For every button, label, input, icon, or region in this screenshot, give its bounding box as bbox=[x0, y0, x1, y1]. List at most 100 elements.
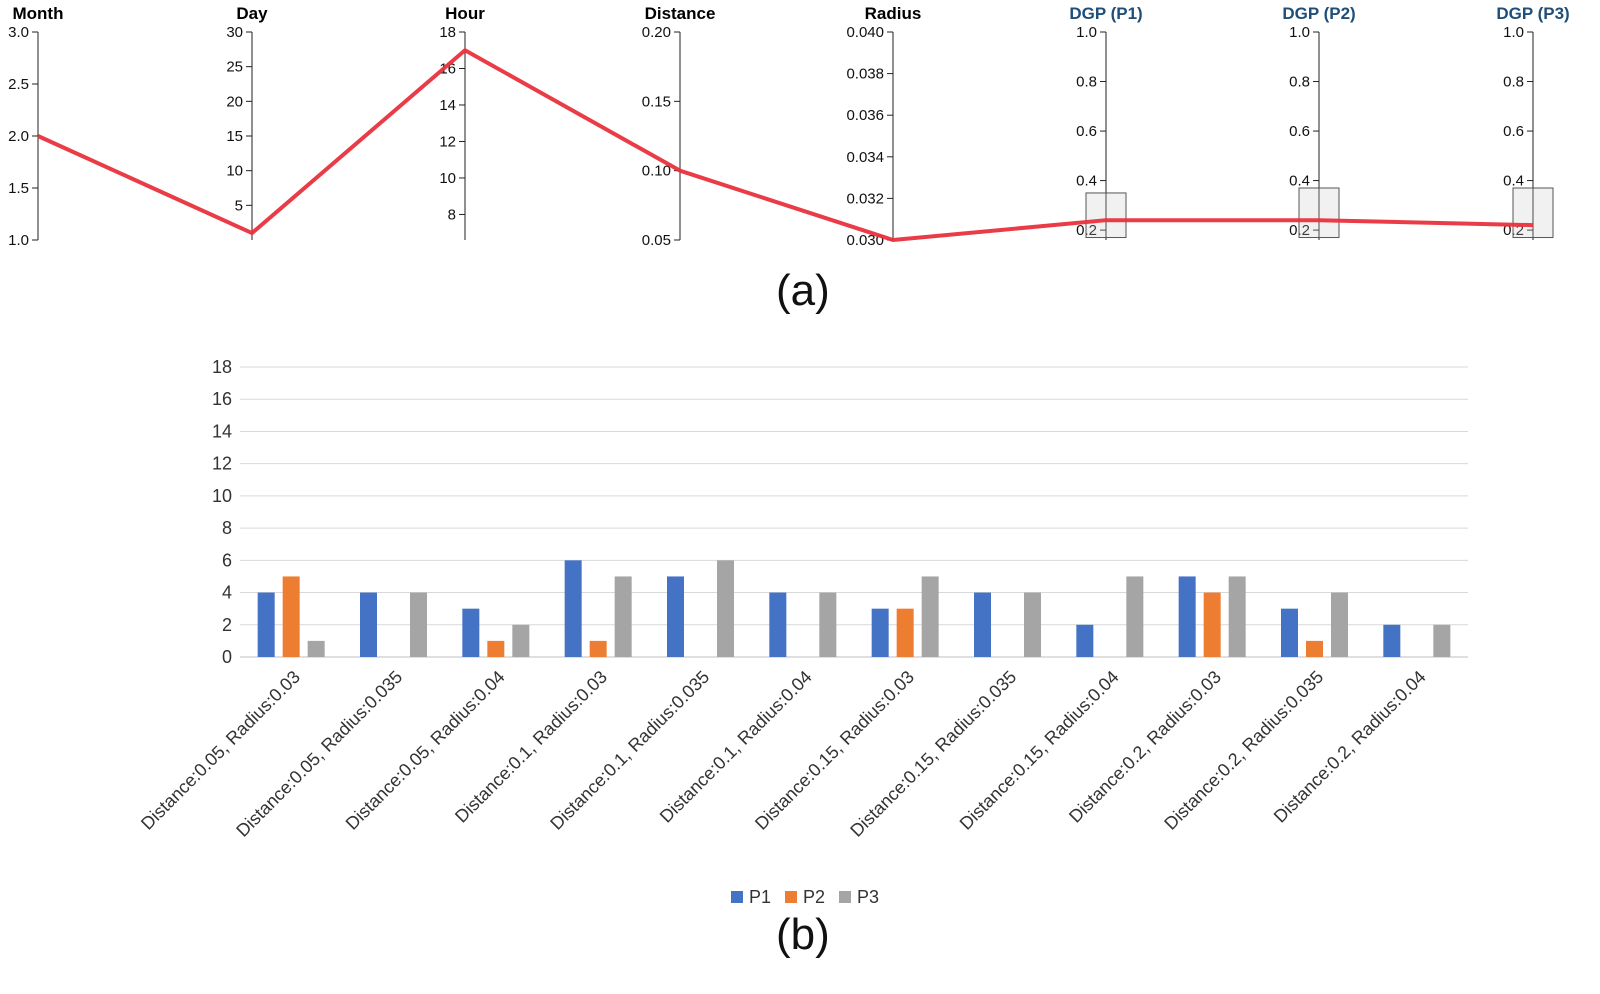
pc-tick-label: 1.0 bbox=[1503, 24, 1524, 41]
bar-y-tick-label: 6 bbox=[222, 550, 232, 570]
legend-label-p3: P3 bbox=[857, 887, 879, 907]
pc-axis-title: Day bbox=[236, 4, 268, 23]
pc-axis-day: Day 5 10 15 20 25 30 bbox=[226, 4, 268, 240]
pc-axis-month: Month 1.0 1.5 2.0 2.5 3.0 bbox=[8, 4, 63, 249]
pc-axis-title: Month bbox=[13, 4, 64, 23]
pc-axis-title: DGP (P2) bbox=[1282, 4, 1355, 23]
pc-tick-label: 5 bbox=[235, 197, 243, 214]
pc-axis-dgp-p3: DGP (P3)0.20.40.60.81.0 bbox=[1496, 4, 1570, 240]
bar-category-label: Distance:0.05, Radius:0.035 bbox=[232, 667, 406, 841]
bar-p2 bbox=[896, 608, 914, 657]
bar-y-tick-label: 10 bbox=[212, 486, 232, 506]
bar-p1 bbox=[1076, 624, 1094, 657]
bar-gridlines: 0 2 4 6 8 10 12 14 16 18 bbox=[212, 357, 1468, 667]
legend-swatch-p3 bbox=[839, 891, 851, 903]
bar-p2 bbox=[589, 640, 607, 657]
pc-tick-label: 1.5 bbox=[8, 180, 29, 197]
pc-tick-label: 0.8 bbox=[1503, 74, 1524, 91]
bar-p3 bbox=[819, 592, 837, 657]
bar-p1 bbox=[1281, 608, 1298, 657]
bar-p3 bbox=[921, 576, 939, 657]
bar-p3 bbox=[614, 576, 632, 657]
pc-brush bbox=[1512, 187, 1554, 239]
pc-tick-label: 25 bbox=[226, 59, 243, 76]
pc-axis-dgp-p1: DGP (P1) 0.2 0.4 0.6 0.8 1.0 bbox=[1069, 4, 1143, 240]
pc-tick-label: 0.6 bbox=[1289, 123, 1310, 140]
pc-axis-title: Hour bbox=[445, 4, 485, 23]
bar-p2 bbox=[282, 576, 300, 657]
bar-chart: 0 2 4 6 8 10 12 14 16 18 Distance:0.05, Radius:0.0… bbox=[137, 357, 1468, 907]
pc-axis-hour: Hour 8 10 12 14 16 18 bbox=[439, 4, 485, 240]
bar-p3 bbox=[1024, 592, 1041, 657]
pc-tick-label: 0.4 bbox=[1503, 173, 1524, 190]
pc-axis-title: DGP (P3) bbox=[1496, 4, 1569, 23]
pc-data-line bbox=[37, 48, 1534, 242]
pc-tick-label: 0.036 bbox=[846, 107, 884, 124]
legend-label-p1: P1 bbox=[749, 887, 771, 907]
pc-tick-label: 20 bbox=[226, 93, 243, 110]
bar-p3 bbox=[717, 560, 734, 657]
pc-tick-label: 30 bbox=[226, 24, 243, 41]
bar-p3 bbox=[512, 624, 530, 657]
pc-tick-label: 0.8 bbox=[1076, 74, 1097, 91]
pc-axis-distance: Distance 0.05 0.10 0.15 0.20 bbox=[642, 4, 716, 249]
bar-p3 bbox=[1126, 576, 1144, 657]
bar-y-tick-label: 2 bbox=[222, 615, 232, 635]
pc-tick-label: 1.0 bbox=[8, 232, 29, 249]
pc-tick-label: 0.040 bbox=[846, 24, 884, 41]
pc-axis-title: DGP (P1) bbox=[1069, 4, 1142, 23]
pc-tick-label: 8 bbox=[448, 206, 456, 223]
legend-swatch-p1 bbox=[731, 891, 743, 903]
caption-a: (a) bbox=[776, 266, 830, 315]
pc-tick-label: 10 bbox=[226, 163, 243, 180]
pc-tick-label: 0.032 bbox=[846, 190, 884, 207]
bar-p1 bbox=[462, 608, 480, 657]
bar-p3 bbox=[307, 640, 325, 657]
bar-y-tick-label: 16 bbox=[212, 389, 232, 409]
pc-tick-label: 0.2 bbox=[1289, 222, 1310, 239]
bar-p1 bbox=[871, 608, 889, 657]
pc-tick-label: 0.20 bbox=[642, 24, 671, 41]
pc-axis-radius: Radius 0.030 0.032 0.034 0.036 0.038 0.040 bbox=[846, 4, 921, 249]
bar-p1 bbox=[360, 592, 377, 657]
pc-tick-label: 0.2 bbox=[1076, 222, 1097, 239]
pc-tick-label: 0.030 bbox=[846, 232, 884, 249]
bar-p1 bbox=[1178, 576, 1196, 657]
pc-tick-label: 10 bbox=[439, 170, 456, 187]
caption-b: (b) bbox=[776, 910, 830, 959]
pc-tick-label: 0.6 bbox=[1503, 123, 1524, 140]
pc-tick-label: 0.10 bbox=[642, 163, 671, 180]
pc-tick-label: 0.4 bbox=[1076, 173, 1097, 190]
bar-p1 bbox=[257, 592, 275, 657]
bar-y-tick-label: 18 bbox=[212, 357, 232, 377]
bar-p1 bbox=[667, 576, 684, 657]
legend-label-p2: P2 bbox=[803, 887, 825, 907]
bar-y-tick-label: 4 bbox=[222, 583, 232, 603]
pc-tick-label: 18 bbox=[439, 24, 456, 41]
bar-y-tick-label: 8 bbox=[222, 518, 232, 538]
pc-tick-label: 1.0 bbox=[1076, 24, 1097, 41]
bar-p3 bbox=[1433, 624, 1451, 657]
bar-category-label: Distance:0.15, Radius:0.035 bbox=[846, 667, 1020, 841]
bar-y-tick-label: 0 bbox=[222, 647, 232, 667]
pc-tick-label: 15 bbox=[226, 128, 243, 145]
bar-legend: P1 P2 P3 bbox=[731, 887, 879, 907]
pc-tick-label: 12 bbox=[439, 133, 456, 150]
bar-p3 bbox=[410, 592, 427, 657]
pc-tick-label: 2.5 bbox=[8, 76, 29, 93]
bar-category-label: Distance:0.05, Radius:0.03 bbox=[137, 667, 304, 834]
bar-p1 bbox=[564, 560, 582, 657]
pc-tick-label: 0.15 bbox=[642, 93, 671, 110]
bar-p1 bbox=[974, 592, 991, 657]
bar-p2 bbox=[1306, 640, 1323, 657]
bar-y-tick-label: 14 bbox=[212, 421, 232, 441]
pc-tick-label: 14 bbox=[439, 97, 456, 114]
pc-tick-label: 0.038 bbox=[846, 66, 884, 83]
bar-p2 bbox=[1203, 592, 1221, 657]
pc-tick-label: 0.05 bbox=[642, 232, 671, 249]
pc-axis-title: Radius bbox=[865, 4, 922, 23]
pc-tick-label: 3.0 bbox=[8, 24, 29, 41]
pc-tick-label: 0.034 bbox=[846, 149, 884, 166]
bar-p3 bbox=[1331, 592, 1348, 657]
legend-swatch-p2 bbox=[785, 891, 797, 903]
